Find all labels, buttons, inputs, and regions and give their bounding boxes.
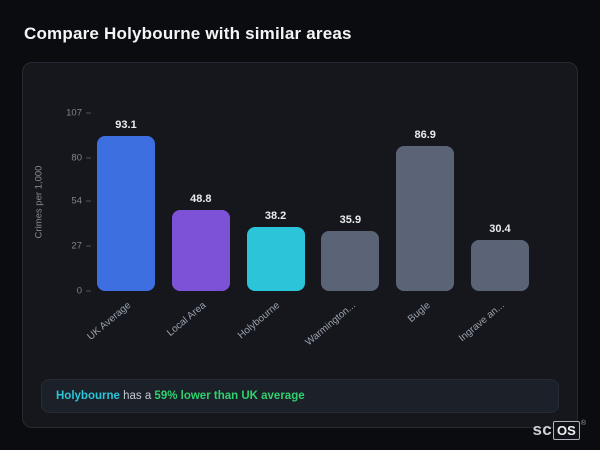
y-axis: 0 27 54 80 107 bbox=[49, 108, 91, 297]
bar-group: 30.4 Ingrave an... bbox=[457, 113, 529, 344]
y-tick-label: 107 bbox=[66, 107, 82, 119]
page-title: Compare Holybourne with similar areas bbox=[24, 24, 352, 43]
plot-area: 93.1 UK Average 48.8 Local Area 38.2 Holybour… bbox=[85, 113, 529, 348]
bar-value-label: 38.2 bbox=[264, 210, 287, 223]
bar-ingrave-an[interactable] bbox=[470, 240, 529, 291]
bar-group: 35.9 Warmington... bbox=[303, 113, 380, 348]
y-tick-mark bbox=[86, 200, 91, 202]
watermark-boxed: OS bbox=[553, 420, 580, 440]
y-tick-mark bbox=[86, 290, 91, 292]
summary-text: has a bbox=[119, 390, 155, 402]
bar-group: 38.2 Holybourne bbox=[236, 113, 305, 341]
y-tick: 27 bbox=[71, 241, 91, 252]
bar-local-area[interactable] bbox=[171, 209, 230, 291]
y-tick-mark bbox=[86, 112, 91, 114]
y-axis-label: Crimes per 1,000 bbox=[33, 165, 45, 239]
summary-note: Holybourne has a 59% lower than UK avera… bbox=[41, 379, 559, 413]
y-tick: 80 bbox=[71, 152, 91, 163]
bar-group: 93.1 UK Average bbox=[85, 113, 155, 343]
summary-stat: 59% lower than UK average bbox=[154, 390, 305, 402]
y-tick-mark bbox=[86, 157, 91, 159]
bar-value-label: 86.9 bbox=[414, 129, 436, 142]
y-tick-label: 0 bbox=[76, 285, 82, 297]
summary-area-name: Holybourne bbox=[56, 390, 120, 402]
watermark-logo: sc OS ® bbox=[533, 420, 586, 440]
bar-uk-average[interactable] bbox=[97, 136, 155, 291]
y-tick-label: 80 bbox=[71, 152, 82, 164]
bar-value-label: 30.4 bbox=[489, 223, 511, 236]
y-tick-label: 54 bbox=[71, 195, 82, 207]
bar-bugle[interactable] bbox=[396, 146, 455, 291]
y-tick: 0 bbox=[77, 286, 91, 297]
watermark-prefix: sc bbox=[532, 420, 553, 439]
y-tick-mark bbox=[86, 245, 91, 247]
registered-mark: ® bbox=[580, 420, 586, 427]
bar-group: 48.8 Local Area bbox=[165, 113, 230, 339]
chart-card: Crimes per 1,000 0 27 54 80 107 93.1 UK Avera… bbox=[22, 62, 578, 428]
y-tick: 107 bbox=[66, 108, 91, 119]
y-tick: 54 bbox=[71, 196, 91, 207]
bar-warmington[interactable] bbox=[321, 231, 380, 291]
bar-value-label: 35.9 bbox=[339, 214, 362, 227]
bar-group: 86.9 Bugle bbox=[396, 113, 455, 325]
bar-holybourne[interactable] bbox=[246, 227, 305, 291]
y-tick-label: 27 bbox=[71, 240, 82, 252]
bar-value-label: 48.8 bbox=[190, 192, 212, 205]
bar-value-label: 93.1 bbox=[115, 119, 137, 132]
